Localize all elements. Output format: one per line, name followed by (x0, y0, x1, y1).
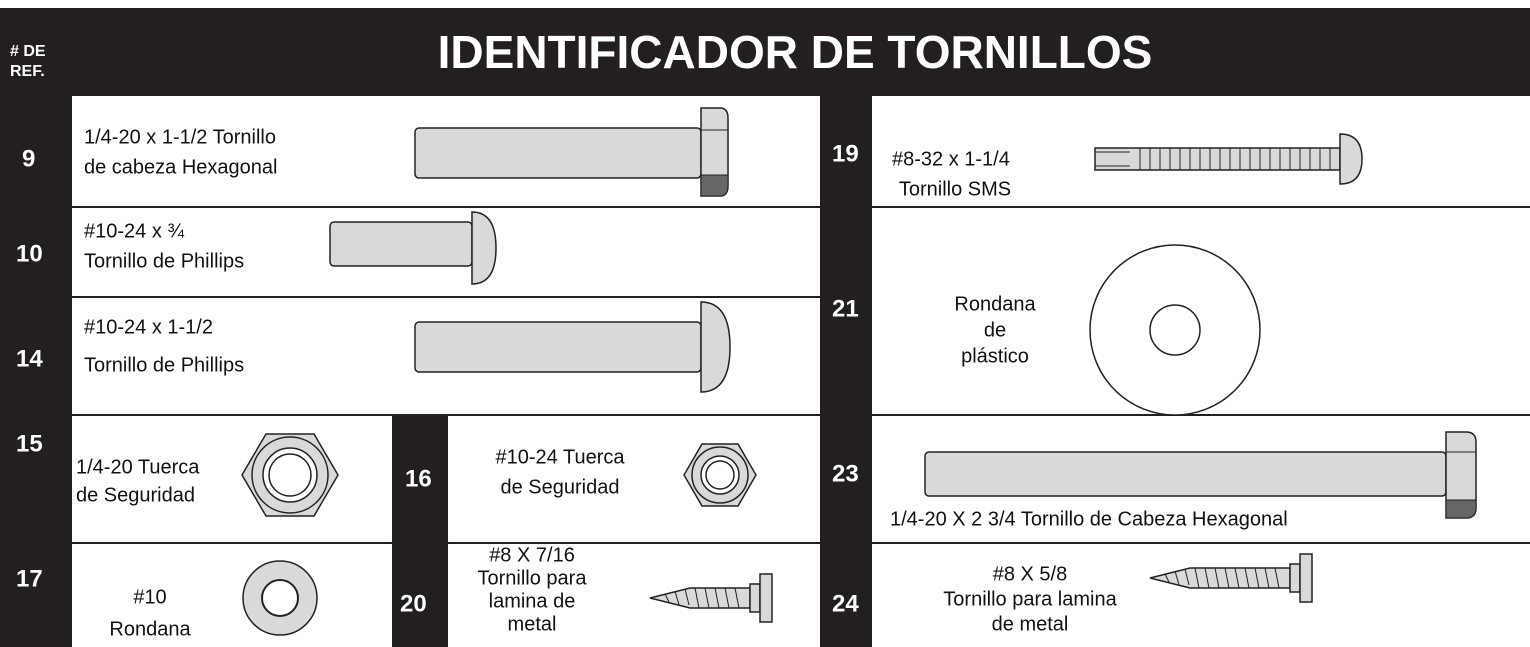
label: #10-24 x 1-1/2 (84, 316, 213, 338)
ref-number: 15 (16, 430, 43, 457)
ref-number: 9 (22, 145, 35, 172)
label: Tornillo SMS (899, 178, 1011, 200)
label: #8 X 7/16 (489, 544, 575, 566)
label: #10-24 Tuerca (496, 446, 626, 468)
label: de metal (992, 613, 1069, 635)
label: 1/4-20 Tuerca (76, 456, 200, 478)
ref-number: 19 (832, 140, 859, 167)
label: metal (508, 613, 557, 635)
sms-screw (1094, 133, 1363, 185)
ref-number: 14 (16, 345, 43, 372)
ref-label: REF. (10, 63, 45, 80)
ref-number: 21 (832, 295, 859, 322)
washer (242, 560, 318, 636)
ref-number: 23 (832, 460, 859, 487)
label: 1/4-20 X 2 3/4 Tornillo de Cabeza Hexago… (890, 508, 1288, 530)
hex-bolt (924, 431, 1477, 519)
ref-label: # DE (10, 43, 46, 60)
label: Tornillo para lamina (943, 588, 1117, 610)
label: Tornillo de Phillips (84, 354, 244, 376)
label: de (984, 319, 1006, 341)
lock-nut (241, 433, 339, 517)
label: de Seguridad (76, 484, 195, 506)
label: Tornillo para (478, 567, 588, 589)
ref-number: 20 (400, 590, 427, 617)
ref-number: 17 (16, 565, 43, 592)
label: de Seguridad (501, 476, 620, 498)
lock-nut (683, 443, 757, 507)
sheet-metal-screw (649, 573, 773, 623)
label: #8-32 x 1-1/4 (892, 148, 1010, 170)
label: lamina de (489, 590, 576, 612)
label: #10-24 x ¾ (84, 220, 184, 242)
title: IDENTIFICADOR DE TORNILLOS (438, 26, 1153, 78)
label: Tornillo de Phillips (84, 250, 244, 272)
ref-number: 10 (16, 240, 43, 267)
label: Rondana (109, 618, 191, 640)
label: #10 (133, 586, 166, 608)
ref-number: 24 (832, 590, 859, 617)
plastic-washer (1089, 244, 1261, 416)
sheet-metal-screw (1149, 553, 1313, 603)
label: plástico (961, 345, 1029, 367)
label: de cabeza Hexagonal (84, 156, 277, 178)
ref-number: 16 (405, 465, 432, 492)
phillips-screw (414, 301, 731, 393)
label: 1/4-20 x 1-1/2 Tornillo (84, 126, 276, 148)
label: Rondana (954, 293, 1036, 315)
label: #8 X 5/8 (993, 563, 1068, 585)
phillips-screw (329, 211, 497, 285)
hex-bolt (414, 107, 729, 197)
